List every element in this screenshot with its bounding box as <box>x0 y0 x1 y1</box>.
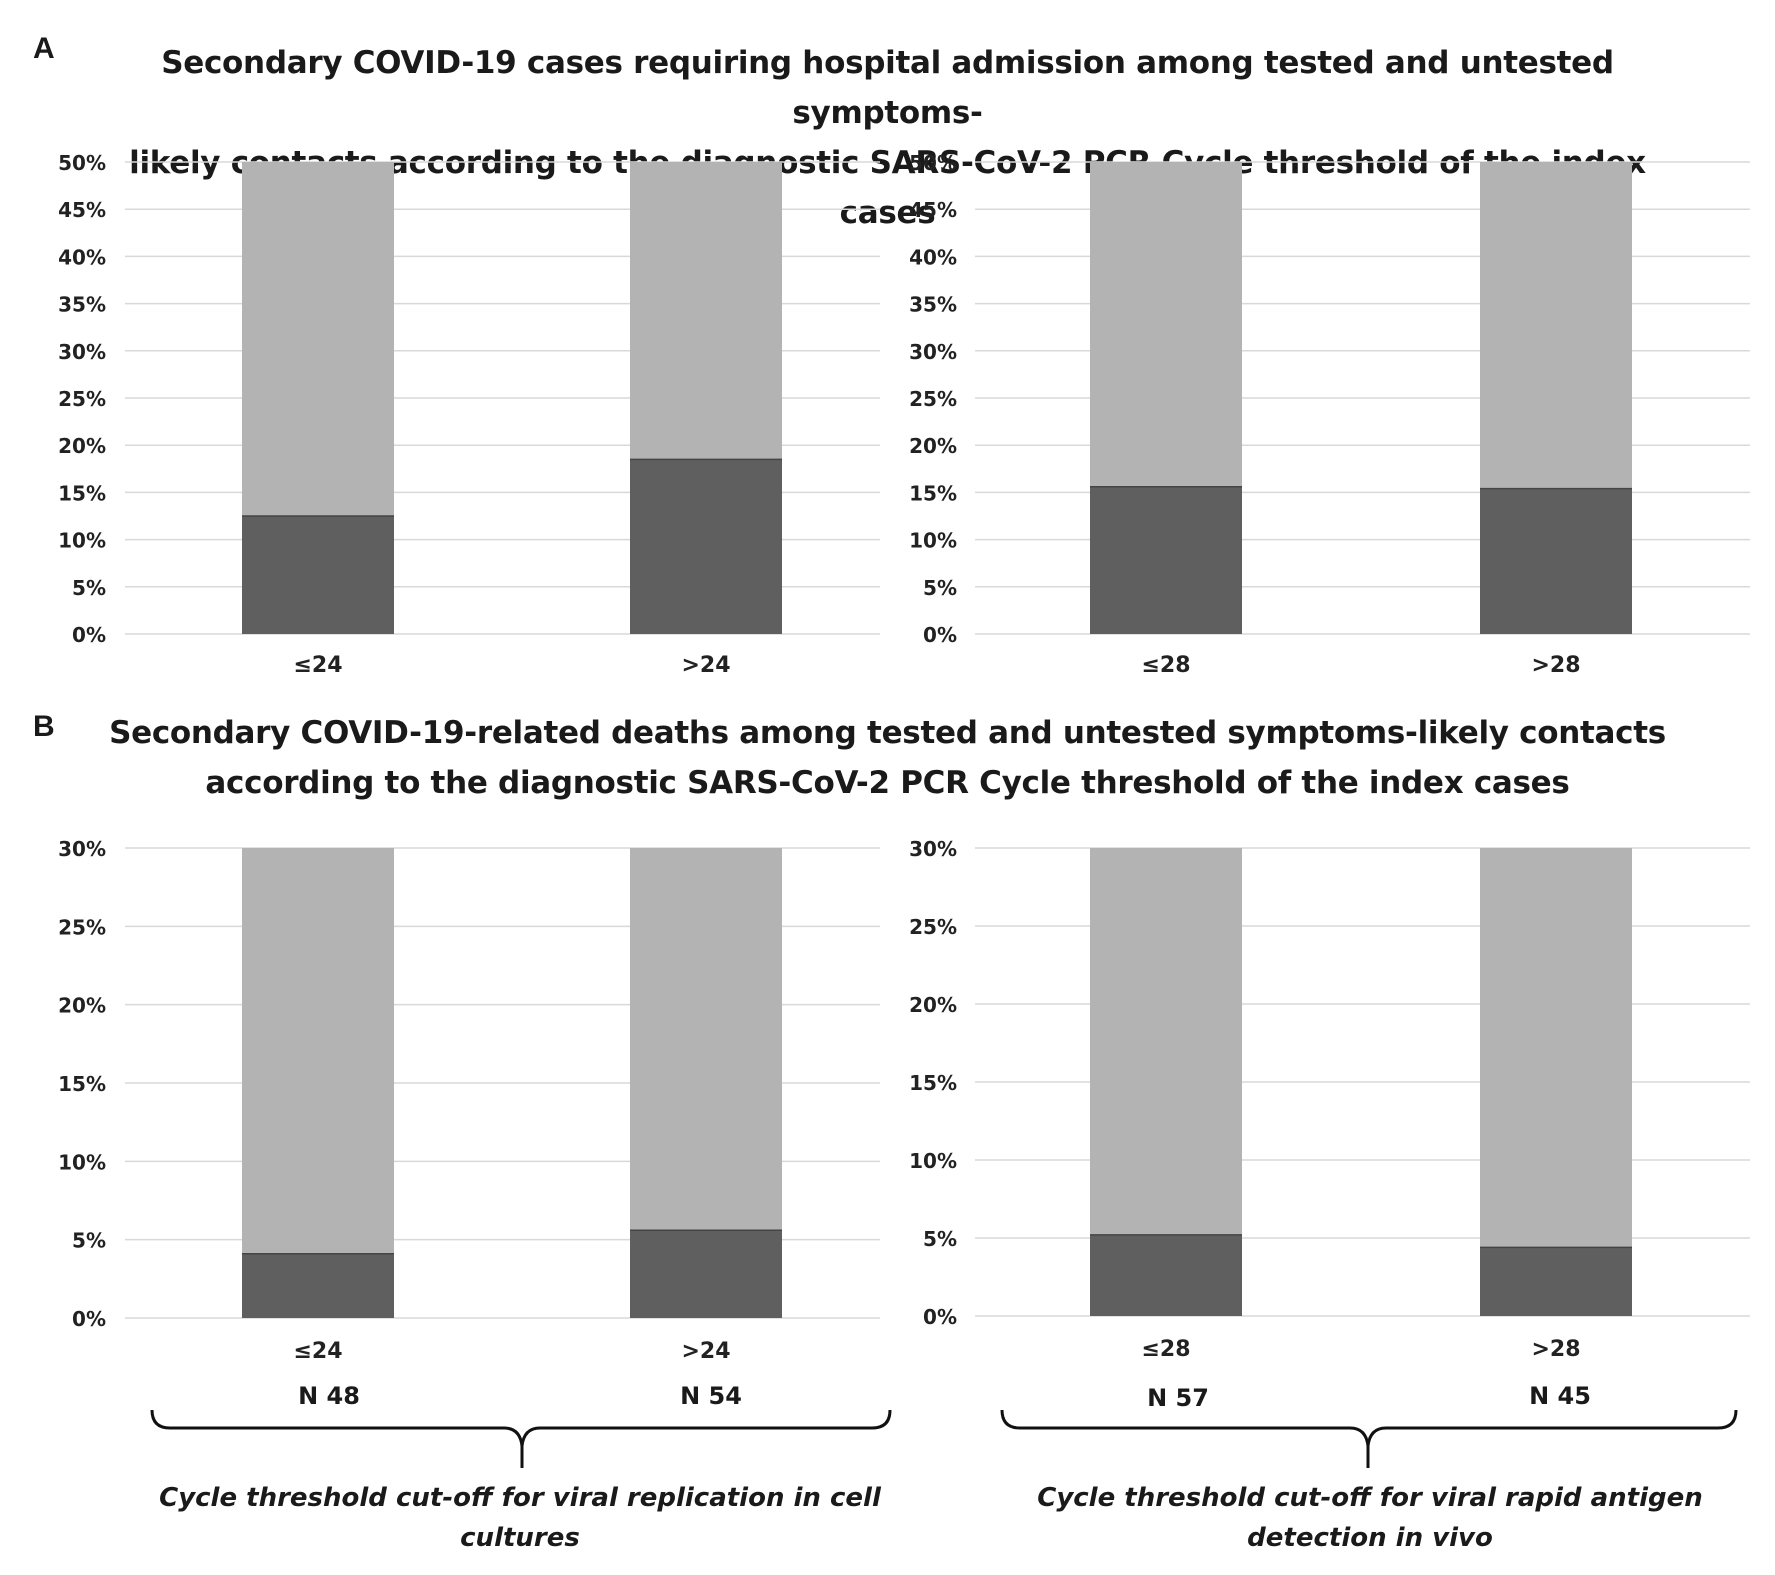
bar-value-A-left-0 <box>242 516 394 634</box>
bar-value-B-left-1 <box>630 1230 782 1318</box>
y-tick-label-A-right-3: 15% <box>909 481 957 505</box>
x-category-label-A-right-0: ≤28 <box>1141 653 1190 678</box>
y-tick-label-B-right-5: 25% <box>909 915 957 939</box>
x-category-label-B-left-0: ≤24 <box>293 1339 342 1364</box>
y-tick-label-A-right-0: 0% <box>923 623 957 647</box>
n-label-le24: N 48 <box>298 1382 360 1410</box>
y-tick-label-B-right-6: 30% <box>909 837 957 861</box>
y-tick-label-A-right-9: 45% <box>909 198 957 222</box>
panel-b-title-line1: Secondary COVID-19-related deaths among … <box>109 715 1666 751</box>
bar-background-B-left-0 <box>242 848 394 1318</box>
bar-value-B-left-0 <box>242 1253 394 1318</box>
y-tick-label-A-left-8: 40% <box>58 245 106 269</box>
y-tick-label-A-right-7: 35% <box>909 293 957 317</box>
y-tick-label-A-right-1: 5% <box>923 576 957 600</box>
y-tick-label-A-right-5: 25% <box>909 387 957 411</box>
brace-caption-left-line2: cultures <box>460 1523 580 1553</box>
n-label-gt24: N 54 <box>680 1382 742 1410</box>
y-tick-label-A-left-3: 15% <box>58 481 106 505</box>
y-tick-label-B-left-3: 15% <box>58 1072 106 1096</box>
y-tick-label-A-left-4: 20% <box>58 434 106 458</box>
y-tick-label-A-left-5: 25% <box>58 387 106 411</box>
y-tick-label-B-left-6: 30% <box>58 837 106 861</box>
y-tick-label-B-left-4: 20% <box>58 994 106 1018</box>
x-category-label-B-right-0: ≤28 <box>1141 1337 1190 1362</box>
y-tick-label-A-right-10: 50% <box>909 151 957 175</box>
brace-caption-left: Cycle threshold cut-off for viral replic… <box>150 1478 890 1558</box>
x-category-label-A-right-1: >28 <box>1531 653 1580 678</box>
y-tick-label-B-left-5: 25% <box>58 915 106 939</box>
brace-caption-right: Cycle threshold cut-off for viral rapid … <box>1000 1478 1740 1558</box>
x-category-label-A-left-0: ≤24 <box>293 653 342 678</box>
panel-b-title-line2: according to the diagnostic SARS-CoV-2 P… <box>205 765 1570 801</box>
y-tick-label-A-left-1: 5% <box>72 576 106 600</box>
bar-value-A-right-0 <box>1090 486 1242 634</box>
y-tick-label-B-right-4: 20% <box>909 993 957 1017</box>
bar-value-A-right-1 <box>1480 488 1632 634</box>
y-tick-label-A-left-10: 50% <box>58 151 106 175</box>
y-tick-label-A-left-6: 30% <box>58 340 106 364</box>
bar-value-B-right-0 <box>1090 1234 1242 1316</box>
brace-caption-right-line2: detection in vivo <box>1247 1523 1493 1553</box>
y-tick-label-B-right-2: 10% <box>909 1149 957 1173</box>
y-tick-label-A-right-4: 20% <box>909 434 957 458</box>
x-category-label-A-left-1: >24 <box>681 653 730 678</box>
panel-a-letter: A <box>33 32 55 65</box>
y-tick-label-A-right-2: 10% <box>909 529 957 553</box>
panel-a-title-line1: Secondary COVID-19 cases requiring hospi… <box>161 45 1614 131</box>
bar-background-B-right-1 <box>1480 848 1632 1316</box>
x-category-label-B-right-1: >28 <box>1531 1337 1580 1362</box>
panel-b-letter: B <box>33 710 55 743</box>
y-tick-label-A-left-9: 45% <box>58 198 106 222</box>
panel-b-title: Secondary COVID-19-related deaths among … <box>100 708 1675 808</box>
y-tick-label-A-left-2: 10% <box>58 529 106 553</box>
y-tick-label-B-left-0: 0% <box>72 1307 106 1331</box>
y-tick-label-A-left-0: 0% <box>72 623 106 647</box>
y-tick-label-B-left-1: 5% <box>72 1229 106 1253</box>
y-tick-label-B-right-0: 0% <box>923 1305 957 1329</box>
y-tick-label-B-right-3: 15% <box>909 1071 957 1095</box>
bar-value-B-right-1 <box>1480 1247 1632 1316</box>
bar-value-A-left-1 <box>630 459 782 634</box>
y-tick-label-A-left-7: 35% <box>58 293 106 317</box>
y-tick-label-A-right-6: 30% <box>909 340 957 364</box>
brace-caption-left-line1: Cycle threshold cut-off for viral replic… <box>159 1483 881 1513</box>
y-tick-label-B-right-1: 5% <box>923 1227 957 1251</box>
n-label-gt28: N 45 <box>1529 1382 1591 1410</box>
y-tick-label-B-left-2: 10% <box>58 1150 106 1174</box>
n-label-le28: N 57 <box>1147 1384 1209 1412</box>
brace-caption-right-line1: Cycle threshold cut-off for viral rapid … <box>1037 1483 1703 1513</box>
x-category-label-B-left-1: >24 <box>681 1339 730 1364</box>
y-tick-label-A-right-8: 40% <box>909 245 957 269</box>
